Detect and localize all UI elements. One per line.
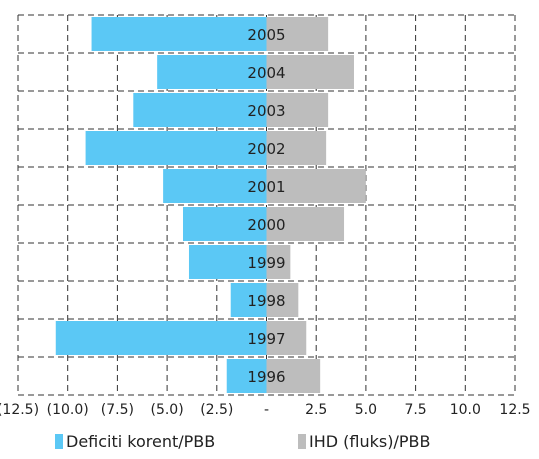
category-label-1996: 1996 (247, 368, 285, 386)
bar-deficit-2004 (157, 55, 267, 89)
bar-fdi-2004 (266, 55, 354, 89)
bar-deficit-1996 (226, 359, 267, 393)
x-tick-label: 10.0 (450, 402, 481, 418)
bar-fdi-1997 (266, 321, 307, 355)
bar-fdi-2002 (266, 131, 327, 165)
x-tick-label: (12.5) (0, 402, 39, 418)
x-tick-label: 5.0 (355, 402, 377, 418)
bar-fdi-1996 (266, 359, 321, 393)
bar-fdi-1998 (266, 283, 299, 317)
category-label-2005: 2005 (247, 26, 285, 44)
bar-deficit-2000 (183, 207, 267, 241)
legend-swatch-fdi (298, 434, 306, 449)
legend-item-deficit: Deficiti korent/PBB (55, 432, 215, 451)
x-tick-label: - (264, 402, 269, 418)
x-tick-label: (7.5) (101, 402, 134, 418)
bar-deficit-2003 (133, 93, 267, 127)
category-label-1997: 1997 (247, 330, 285, 348)
bar-deficit-2005 (91, 17, 267, 51)
category-label-1999: 1999 (247, 254, 285, 272)
x-tick-label: 12.5 (499, 402, 530, 418)
legend-label-fdi: IHD (fluks)/PBB (309, 432, 431, 451)
bar-deficit-1997 (55, 321, 267, 355)
bar-deficit-2002 (85, 131, 267, 165)
legend-swatch-deficit (55, 434, 63, 449)
bar-deficit-1999 (188, 245, 267, 279)
category-label-2000: 2000 (247, 216, 285, 234)
x-tick-label: (2.5) (200, 402, 233, 418)
bar-fdi-2000 (266, 207, 345, 241)
bar-deficit-2001 (163, 169, 267, 203)
x-tick-label: (10.0) (47, 402, 89, 418)
grid (17, 14, 516, 396)
x-tick-label: 7.5 (404, 402, 426, 418)
category-label-2004: 2004 (247, 64, 285, 82)
category-label-1998: 1998 (247, 292, 285, 310)
legend-label-deficit: Deficiti korent/PBB (66, 432, 216, 451)
bar-fdi-2001 (266, 169, 366, 203)
category-labels: 2005 2004 2003 2002 2001 2000 1999 1998 1997 1996 (247, 26, 285, 386)
bar-fdi-2003 (266, 93, 329, 127)
x-tick-label: (5.0) (150, 402, 183, 418)
category-label-2003: 2003 (247, 102, 285, 120)
x-tick-label: 2.5 (305, 402, 327, 418)
category-label-2001: 2001 (247, 178, 285, 196)
bar-fdi-2005 (266, 17, 329, 51)
bar-deficit-1998 (230, 283, 267, 317)
category-label-2002: 2002 (247, 140, 285, 158)
legend: Deficiti korent/PBB IHD (fluks)/PBB (0, 432, 539, 456)
legend-item-fdi: IHD (fluks)/PBB (298, 432, 430, 451)
bar-fdi-1999 (266, 245, 291, 279)
bars (55, 17, 366, 393)
x-tick-labels: (12.5) (10.0) (7.5) (5.0) (2.5) - 2.5 5.0 7.5 10.… (0, 402, 531, 418)
